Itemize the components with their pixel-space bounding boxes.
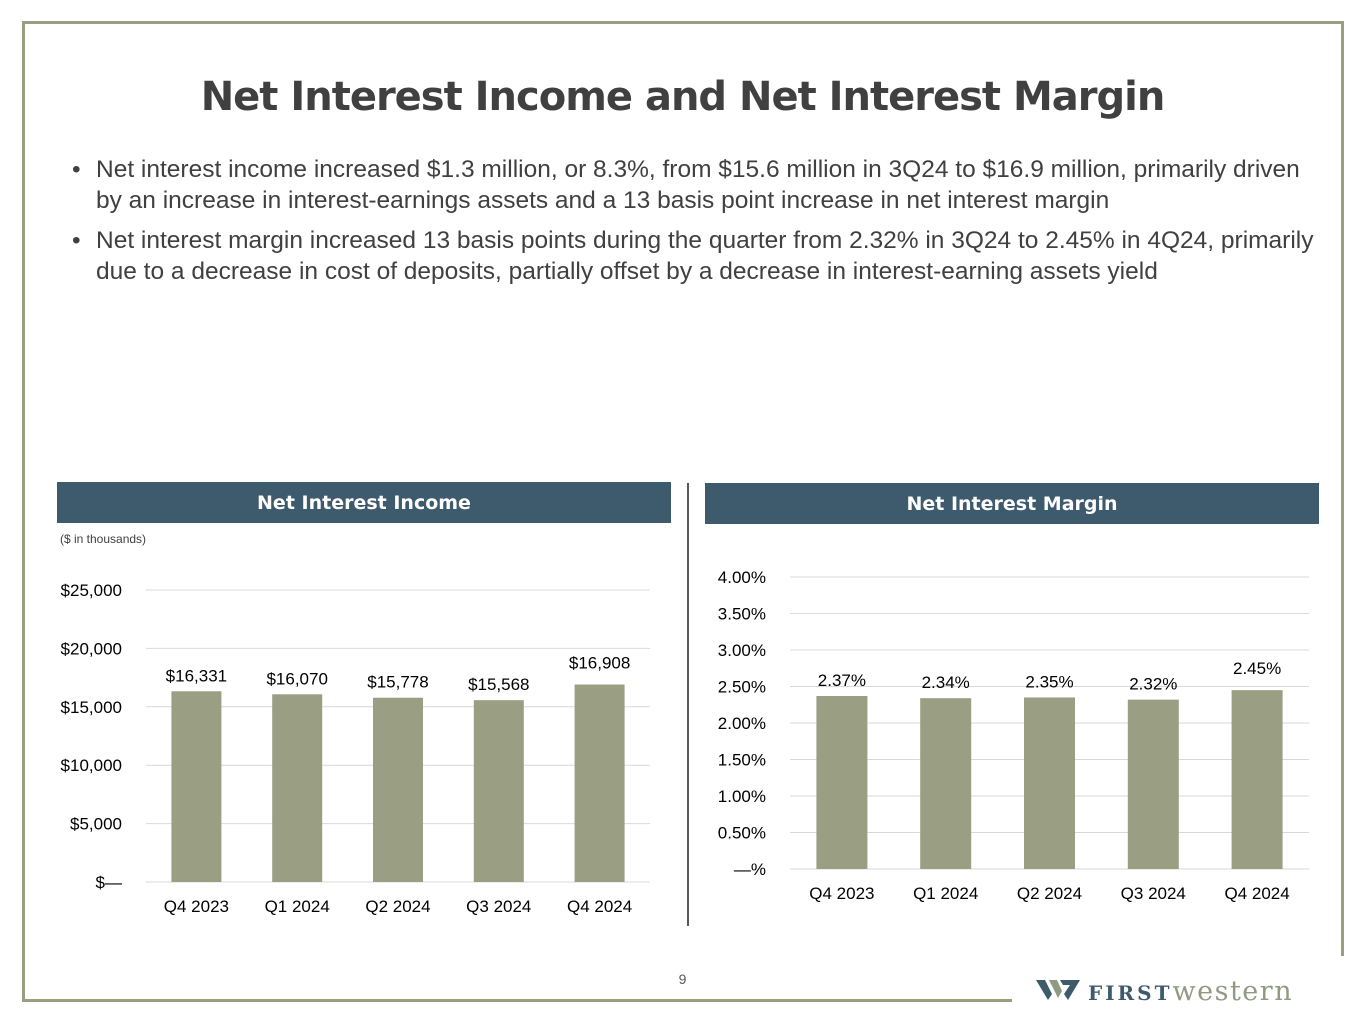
- nii-category-label: Q1 2024: [265, 897, 330, 916]
- nii-ytick-label: $20,000: [61, 639, 122, 658]
- frame-bottom-border: [22, 999, 1012, 1002]
- nii-ytick-label: $25,000: [61, 581, 122, 600]
- nii-chart-header: Net Interest Income: [57, 482, 671, 523]
- panel-divider: [687, 483, 689, 926]
- frame-top-border: [22, 21, 1344, 24]
- nii-category-label: Q4 2023: [164, 897, 229, 916]
- page-number: 9: [678, 971, 687, 987]
- nii-bar: [574, 684, 625, 882]
- bullet-list: • Net interest income increased $1.3 mil…: [70, 155, 1320, 297]
- frame-left-border: [22, 21, 25, 1002]
- bullet-text: Net interest income increased $1.3 milli…: [96, 156, 1300, 214]
- nii-category-label: Q3 2024: [466, 897, 531, 916]
- logo-western-text: western: [1172, 976, 1294, 1007]
- logo-wordmark: FIRSTwestern: [1088, 976, 1293, 1011]
- nii-units-note: ($ in thousands): [60, 532, 147, 546]
- bullet-text: Net interest margin increased 13 basis p…: [96, 227, 1314, 285]
- nii-bar: [171, 691, 222, 882]
- nim-chart-header: Net Interest Margin: [705, 483, 1319, 524]
- nii-category-label: Q4 2024: [567, 897, 632, 916]
- nii-bar: [373, 697, 423, 882]
- nii-ytick-label: $5,000: [70, 815, 122, 834]
- nii-bar: [272, 694, 323, 882]
- nii-data-label: $16,070: [266, 669, 327, 688]
- bullet-dot: •: [72, 156, 81, 183]
- nii-category-label: Q2 2024: [365, 897, 430, 916]
- bullet-item: • Net interest margin increased 13 basis…: [70, 226, 1320, 287]
- first-western-logo: FIRSTwestern: [1036, 976, 1346, 1008]
- nii-data-label: $16,908: [569, 654, 630, 673]
- logo-first-text: FIRST: [1088, 981, 1173, 1005]
- nii-ytick-label: $10,000: [61, 756, 122, 775]
- nii-bar: [473, 700, 524, 882]
- bullet-item: • Net interest income increased $1.3 mil…: [70, 155, 1320, 216]
- nii-ytick-label: $15,000: [61, 698, 122, 717]
- nii-data-label: $15,568: [468, 675, 529, 694]
- bullet-dot: •: [72, 227, 81, 254]
- w-chevron-logo-icon: [1036, 980, 1080, 1000]
- nii-data-label: $16,331: [166, 666, 227, 685]
- nii-ytick-label: $—: [96, 873, 122, 892]
- slide-title: Net Interest Income and Net Interest Mar…: [200, 74, 1166, 120]
- nii-data-label: $15,778: [367, 673, 428, 692]
- frame-right-border: [1341, 21, 1344, 956]
